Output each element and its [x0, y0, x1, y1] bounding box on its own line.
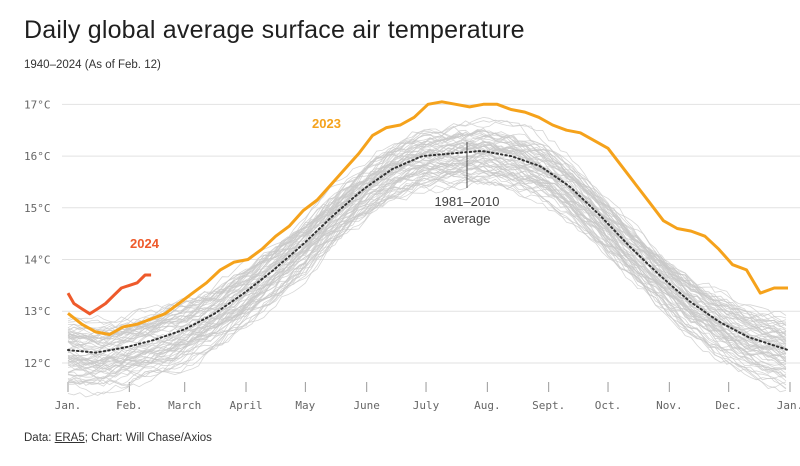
- x-tick-label: Feb.: [116, 399, 143, 412]
- historical-year-line: [67, 140, 787, 365]
- chart-title: Daily global average surface air tempera…: [24, 16, 525, 44]
- historical-year-line: [67, 165, 787, 387]
- y-tick-label: 17°C: [24, 98, 51, 111]
- x-tick-label: Sept.: [532, 399, 565, 412]
- series-2023-line: [67, 100, 788, 336]
- historical-year-line: [67, 166, 787, 366]
- historical-year-line: [67, 132, 787, 335]
- x-tick-label: Jan.: [55, 399, 82, 412]
- historical-year-line: [67, 180, 787, 384]
- historical-year-line: [67, 131, 787, 344]
- average-label-line2: average: [444, 211, 491, 226]
- label-2024: 2024: [130, 236, 160, 251]
- historical-year-line: [67, 155, 787, 375]
- historical-year-line: [67, 162, 787, 347]
- historical-year-line: [67, 121, 787, 355]
- x-tick-label: Oct.: [595, 399, 622, 412]
- x-tick-label: March: [168, 399, 201, 412]
- y-tick-label: 16°C: [24, 150, 51, 163]
- x-tick-label: June: [353, 399, 380, 412]
- chart-subtitle: 1940–2024 (As of Feb. 12): [24, 59, 161, 71]
- y-tick-label: 15°C: [24, 202, 51, 215]
- source-prefix: Data:: [24, 432, 55, 444]
- historical-year-line: [67, 148, 787, 337]
- average-label-line1: 1981–2010: [434, 194, 499, 209]
- historical-year-line: [67, 139, 787, 324]
- source-note: Data: ERA5; Chart: Will Chase/Axios: [24, 432, 212, 444]
- x-tick-label: Aug.: [474, 399, 501, 412]
- historical-year-line: [67, 151, 787, 342]
- x-tick-label: Dec.: [715, 399, 742, 412]
- historical-year-line: [67, 143, 787, 375]
- historical-year-line: [67, 167, 787, 358]
- historical-year-line: [67, 152, 787, 339]
- historical-year-line: [67, 159, 787, 367]
- historical-year-line: [67, 167, 787, 386]
- x-tick-label: Jan.: [777, 399, 800, 412]
- x-tick-label: July: [413, 399, 440, 412]
- historical-year-line: [67, 143, 787, 363]
- x-tick-label: Nov.: [656, 399, 683, 412]
- y-tick-label: 14°C: [24, 254, 51, 267]
- x-tick-label: May: [295, 399, 315, 412]
- era5-link[interactable]: ERA5: [54, 432, 85, 444]
- historical-year-line: [67, 159, 787, 378]
- average-line: [67, 150, 789, 354]
- historical-year-line: [67, 164, 787, 398]
- historical-year-line: [67, 168, 787, 371]
- label-2023: 2023: [312, 116, 341, 131]
- historical-year-line: [67, 159, 787, 370]
- historical-year-line: [67, 140, 787, 370]
- y-tick-label: 12°C: [24, 357, 51, 370]
- y-tick-label: 13°C: [24, 305, 51, 318]
- source-suffix: ; Chart: Will Chase/Axios: [84, 432, 212, 444]
- series-2024-line: [66, 273, 152, 316]
- historical-year-line: [67, 161, 787, 366]
- x-tick-label: April: [229, 399, 262, 412]
- historical-year-line: [67, 153, 787, 350]
